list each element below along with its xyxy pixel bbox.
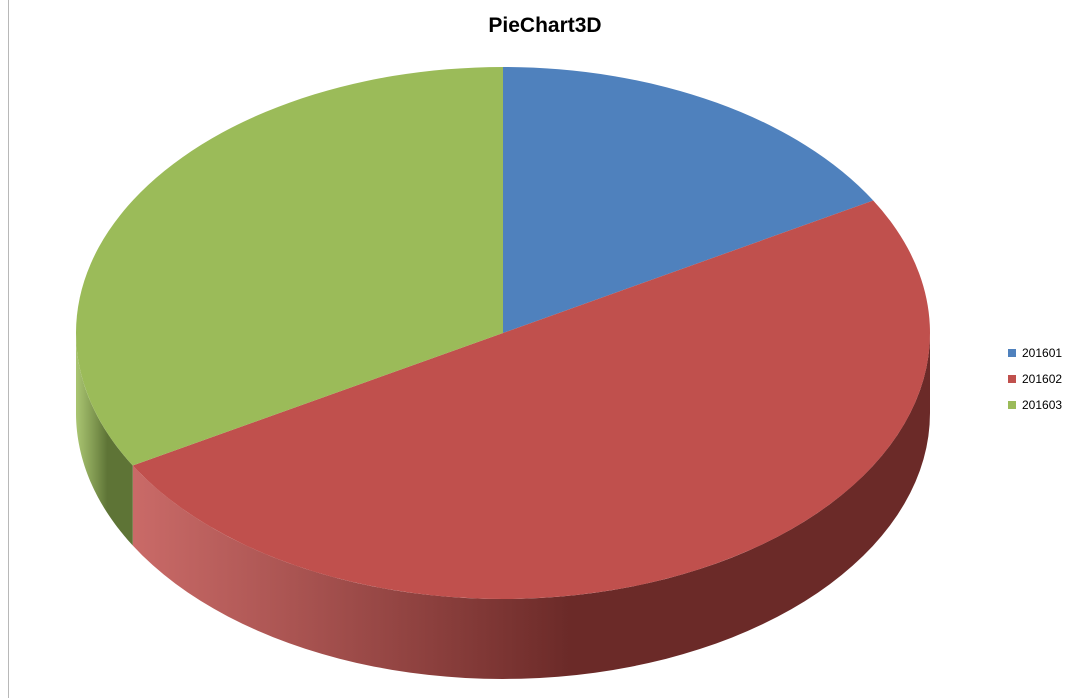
chart-title: PieChart3D xyxy=(488,14,602,37)
legend-item-201602: 201602 xyxy=(1008,366,1062,392)
pie-slice-201601 xyxy=(503,67,874,333)
legend-swatch xyxy=(1008,349,1016,357)
legend-label: 201601 xyxy=(1022,346,1063,360)
legend-label: 201602 xyxy=(1022,372,1063,386)
pie-slice-201602 xyxy=(132,200,931,600)
pie-side-201602 xyxy=(132,333,930,679)
pie-side-201603 xyxy=(76,333,133,546)
legend-label: 201603 xyxy=(1022,398,1063,412)
chart-border xyxy=(8,0,9,698)
legend: 201601 201602 201603 xyxy=(1008,340,1062,418)
legend-swatch xyxy=(1008,401,1016,409)
legend-swatch xyxy=(1008,375,1016,383)
legend-item-201603: 201603 xyxy=(1008,392,1062,418)
legend-item-201601: 201601 xyxy=(1008,340,1062,366)
pie-slice-201603 xyxy=(75,67,503,466)
